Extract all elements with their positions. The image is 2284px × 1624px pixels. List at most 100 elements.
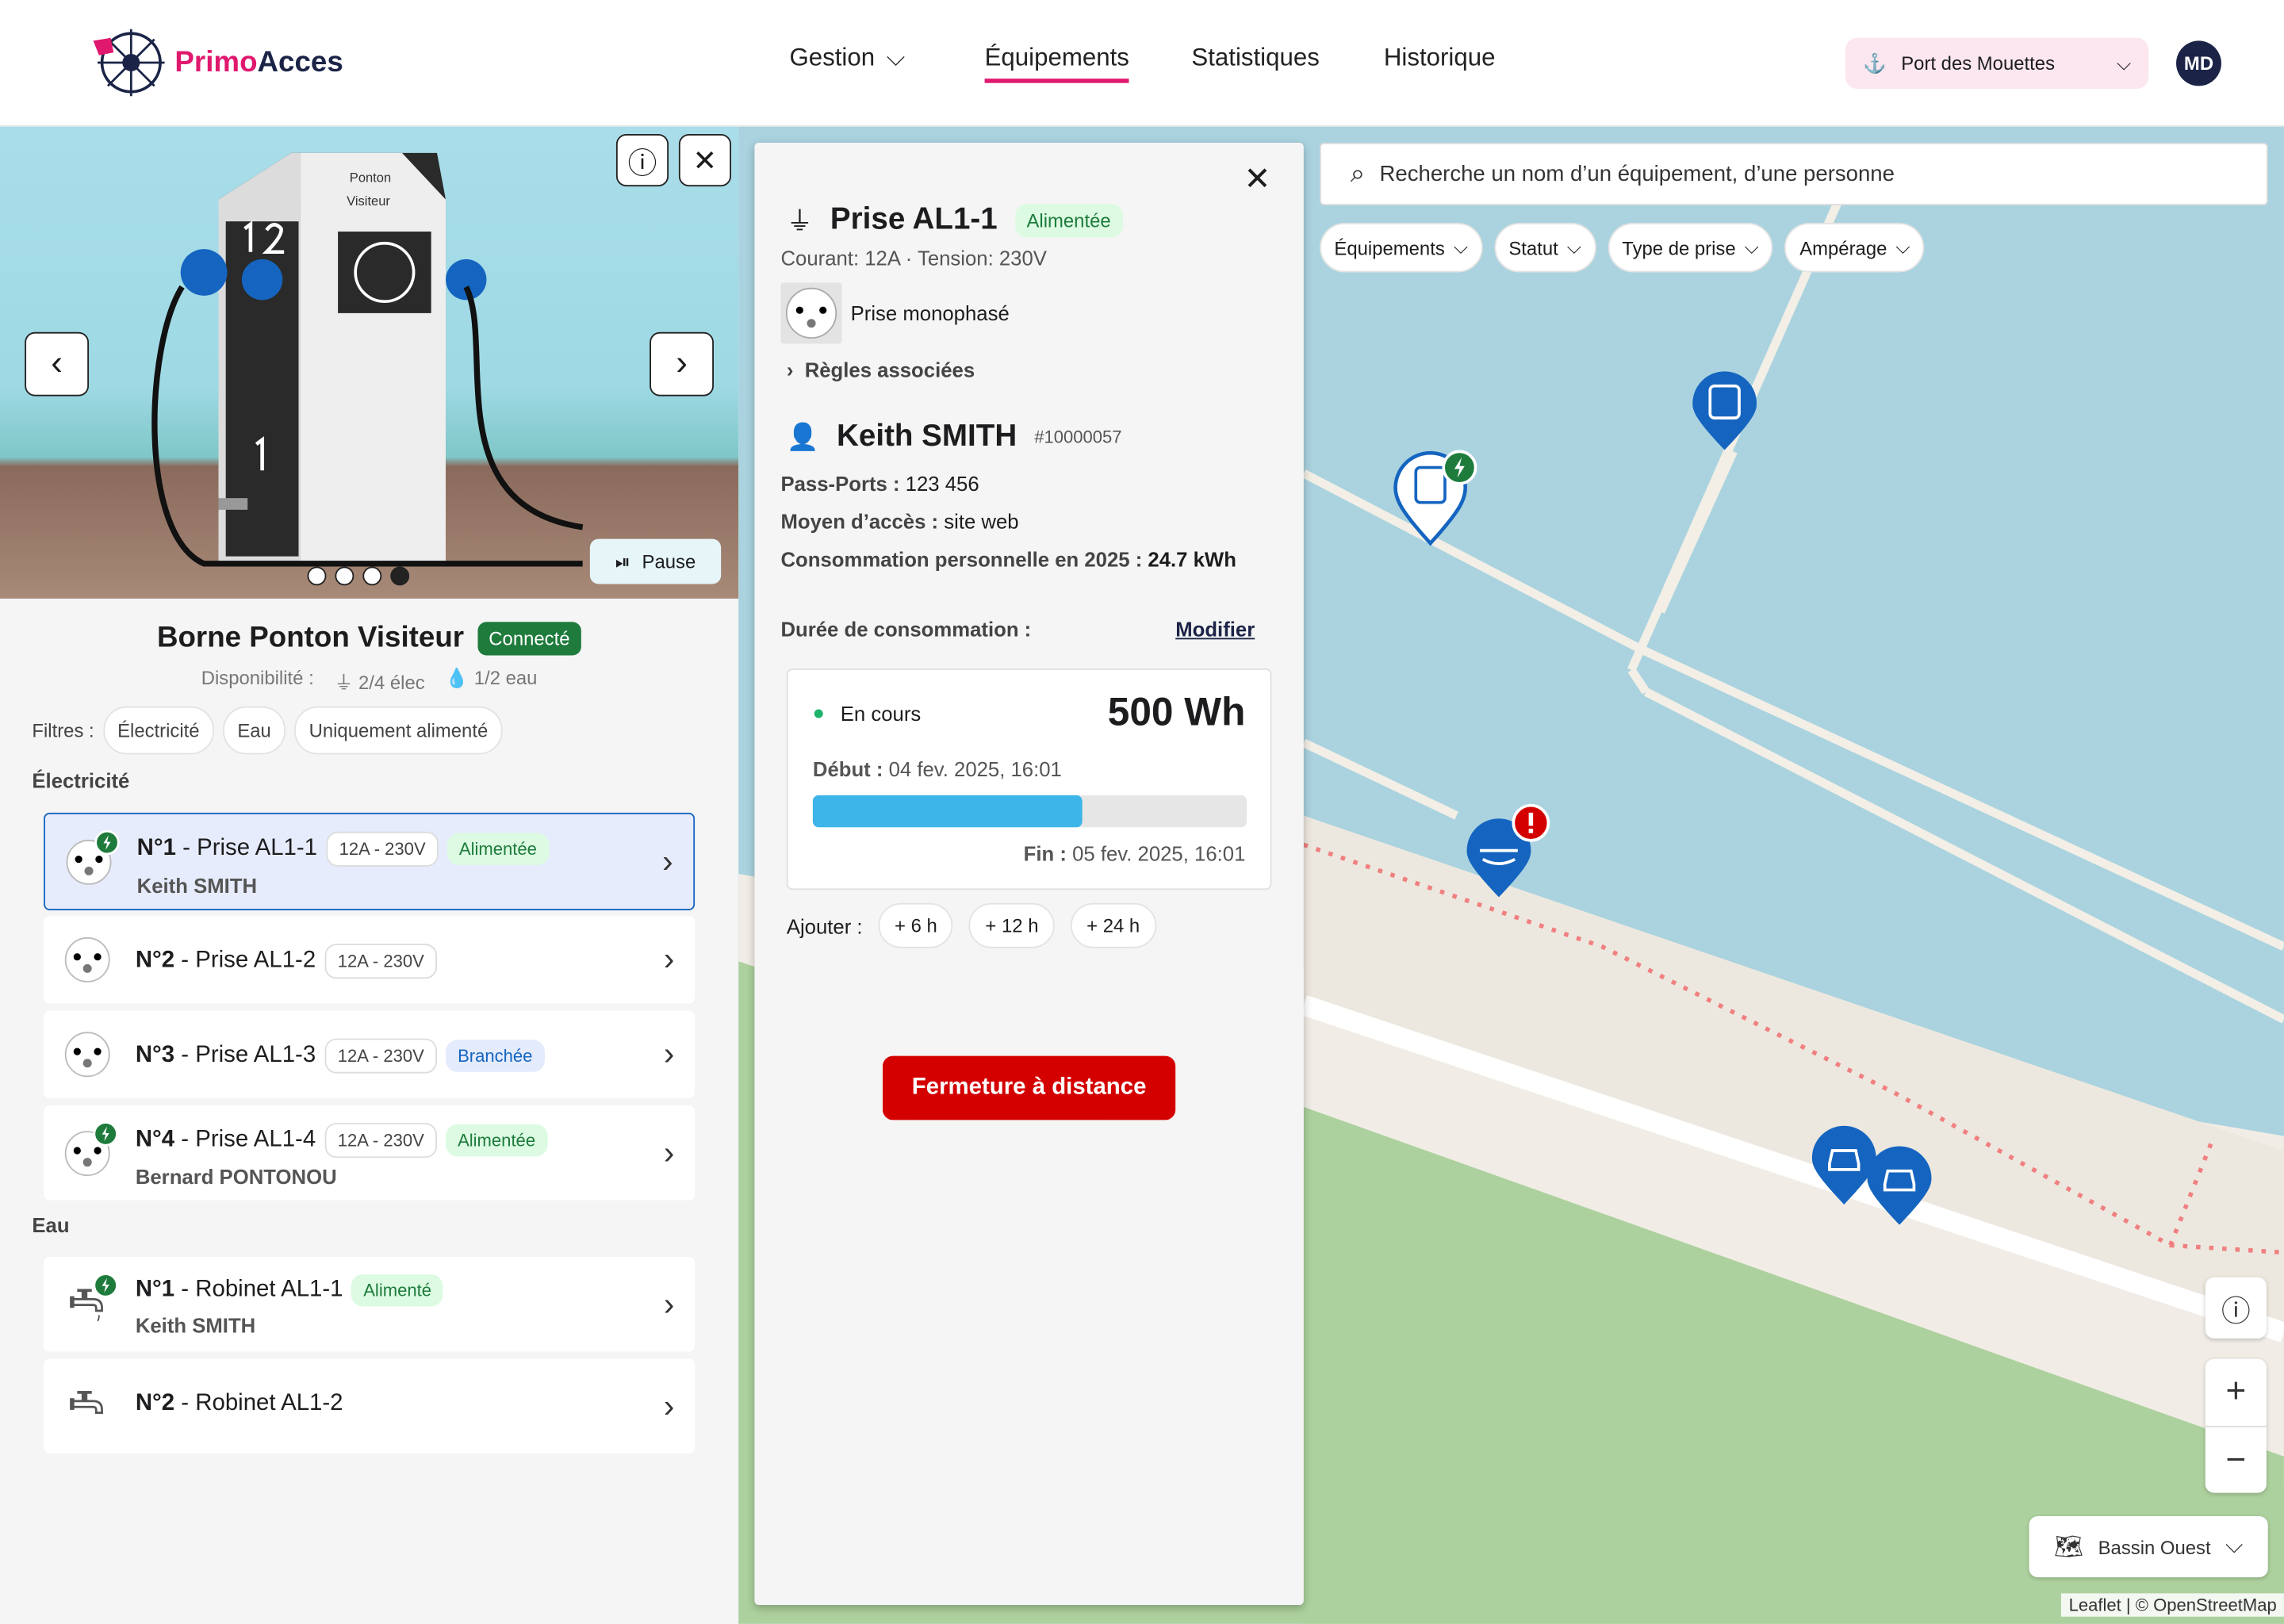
item-number: N°3: [135, 1043, 175, 1068]
map-attribution[interactable]: Leaflet | © OpenStreetMap: [2061, 1593, 2284, 1617]
slide-dot[interactable]: [362, 566, 382, 586]
brand-acces: Acces: [257, 45, 343, 79]
filter-equipements[interactable]: Équipements ⌵: [1320, 223, 1483, 273]
list-item[interactable]: N°1 - Robinet AL1-1 Alimenté Keith SMITH ›: [44, 1257, 696, 1352]
session-state: En cours: [840, 702, 922, 726]
slide-dot[interactable]: [307, 566, 327, 586]
end-label: Fin :: [1023, 841, 1067, 865]
filter-electricite[interactable]: Électricité: [102, 706, 214, 755]
pause-button[interactable]: ⏯ Pause: [589, 538, 722, 584]
status-badge: Branchée: [446, 1040, 545, 1072]
chevron-down-icon: ⌵: [1895, 236, 1910, 259]
top-bar: PrimoAcces Gestion ⌵ Équipements Statisti…: [0, 0, 2284, 127]
user-name: Keith SMITH: [837, 419, 1017, 454]
item-user: Keith SMITH: [135, 1313, 256, 1338]
item-name: - Robinet AL1-2: [174, 1391, 343, 1416]
chevron-down-icon: ⌵: [886, 44, 906, 71]
zoom-in-button[interactable]: +: [2225, 1372, 2247, 1411]
nav-label: Statistiques: [1191, 44, 1320, 71]
socket-icon: [64, 1032, 110, 1078]
filter-statut[interactable]: Statut ⌵: [1493, 223, 1596, 273]
prev-slide-button[interactable]: ‹: [25, 331, 90, 396]
port-selector[interactable]: ⚓ Port des Mouettes ⌵: [1845, 37, 2149, 90]
passports-label: Pass-Ports :: [780, 472, 900, 496]
ponton-marker-alert[interactable]: [1462, 801, 1553, 906]
filter-amperage[interactable]: Ampérage ⌵: [1784, 223, 1925, 273]
duration-label: Durée de consommation :: [780, 617, 1032, 642]
filter-type-prise[interactable]: Type de prise ⌵: [1607, 223, 1774, 273]
chevron-left-icon: ‹: [51, 343, 63, 384]
chevron-down-icon: ⌵: [1453, 236, 1468, 259]
item-number: N°4: [135, 1127, 175, 1152]
nav-equipements[interactable]: Équipements: [984, 44, 1129, 83]
slide-dot[interactable]: [335, 566, 354, 586]
item-user: Bernard PONTONOU: [135, 1165, 337, 1189]
parking-marker[interactable]: [1863, 1143, 1936, 1231]
detail-panel: ✕ ⏚ Prise AL1-1 Alimentée Courant: 12A · T…: [754, 142, 1304, 1606]
spec-tag: 12A - 230V: [324, 1123, 438, 1159]
info-icon: ⓘ: [627, 147, 657, 180]
nav-label: Gestion: [789, 44, 876, 71]
search-icon: ⌕: [1350, 159, 1366, 188]
anchor-icon: ⚓: [1863, 52, 1887, 74]
start-label: Début :: [812, 757, 883, 781]
filter-eau[interactable]: Eau: [222, 706, 286, 755]
add-6h-button[interactable]: + 6 h: [878, 902, 954, 948]
logo[interactable]: PrimoAcces: [90, 26, 343, 99]
map-info-button[interactable]: ⓘ: [2205, 1277, 2267, 1339]
map-icon: 🗺: [2053, 1534, 2084, 1561]
socket-icon: [64, 936, 110, 982]
close-icon: ✕: [692, 144, 718, 178]
item-number: N°1: [135, 1277, 175, 1303]
port-name: Port des Mouettes: [1901, 52, 2056, 75]
filters: Filtres : Électricité Eau Uniquement alimen…: [32, 706, 503, 755]
slide-dot-active[interactable]: [390, 566, 410, 586]
modify-link[interactable]: Modifier: [1175, 617, 1255, 642]
nav-gestion[interactable]: Gestion ⌵: [789, 44, 905, 73]
borne-marker[interactable]: [1688, 369, 1761, 456]
zoom-out-button[interactable]: −: [2205, 1426, 2267, 1492]
nav-historique[interactable]: Historique: [1384, 44, 1496, 73]
zone-selector[interactable]: 🗺 Bassin Ouest ⌵: [2029, 1516, 2268, 1578]
info-button[interactable]: ⓘ: [615, 133, 669, 187]
next-slide-button[interactable]: ›: [650, 331, 714, 396]
section-electricite: Électricité: [32, 768, 130, 793]
status-badge: Connecté: [477, 622, 582, 656]
list-item[interactable]: N°4 - Prise AL1-4 12A - 230V Alimentée Bern…: [44, 1105, 696, 1201]
section-eau: Eau: [32, 1212, 70, 1237]
map-search-input[interactable]: ⌕ Recherche un nom d’un équipement, d’une…: [1320, 142, 2268, 205]
close-icon[interactable]: ✕: [1244, 160, 1271, 197]
list-item[interactable]: N°1 - Prise AL1-1 12A - 230V Alimentée Keit…: [44, 812, 696, 910]
avatar[interactable]: MD: [2176, 40, 2221, 86]
status-badge: Alimentée: [446, 1124, 547, 1157]
equipment-panel: Ponton Visiteur ⓘ ✕ ‹ › ⏯ Pause Borne Pon…: [0, 126, 739, 1624]
list-item[interactable]: N°2 - Robinet AL1-2 ›: [44, 1358, 696, 1454]
plug-icon: ⏚: [334, 671, 354, 694]
access-value: site web: [944, 509, 1019, 534]
remote-close-button[interactable]: Fermeture à distance: [883, 1055, 1176, 1120]
parking-marker[interactable]: [1807, 1123, 1880, 1210]
filters-label: Filtres :: [32, 719, 94, 741]
list-item[interactable]: N°2 - Prise AL1-2 12A - 230V ›: [44, 916, 696, 1004]
chevron-right-icon: ›: [663, 940, 675, 978]
sign-text: Visiteur: [347, 193, 390, 209]
status-badge: Alimentée: [1014, 203, 1123, 237]
bolt-icon: [94, 829, 120, 856]
status-badge: Alimenté: [351, 1274, 443, 1307]
list-item[interactable]: N°3 - Prise AL1-3 12A - 230V Branchée ›: [44, 1010, 696, 1098]
close-button[interactable]: ✕: [678, 133, 732, 187]
zoom-control: + −: [2205, 1358, 2267, 1493]
water-availability: 1/2 eau: [473, 667, 538, 689]
rules-toggle[interactable]: › Règles associées: [787, 358, 975, 381]
chevron-right-icon: ›: [786, 358, 794, 382]
borne-title: Borne Ponton Visiteur: [156, 622, 465, 654]
borne-marker-charging[interactable]: [1389, 450, 1480, 553]
drop-icon: 💧: [445, 667, 469, 689]
add-24h-button[interactable]: + 24 h: [1070, 902, 1156, 948]
nav-statistiques[interactable]: Statistiques: [1191, 44, 1319, 73]
filter-alimente[interactable]: Uniquement alimenté: [294, 706, 503, 755]
search-placeholder: Recherche un nom d’un équipement, d’une …: [1379, 161, 1895, 187]
detail-title: Prise AL1-1: [830, 202, 998, 236]
map-filters: Équipements ⌵ Statut ⌵ Type de prise ⌵ Ampé…: [1320, 223, 1925, 273]
add-12h-button[interactable]: + 12 h: [969, 902, 1055, 948]
